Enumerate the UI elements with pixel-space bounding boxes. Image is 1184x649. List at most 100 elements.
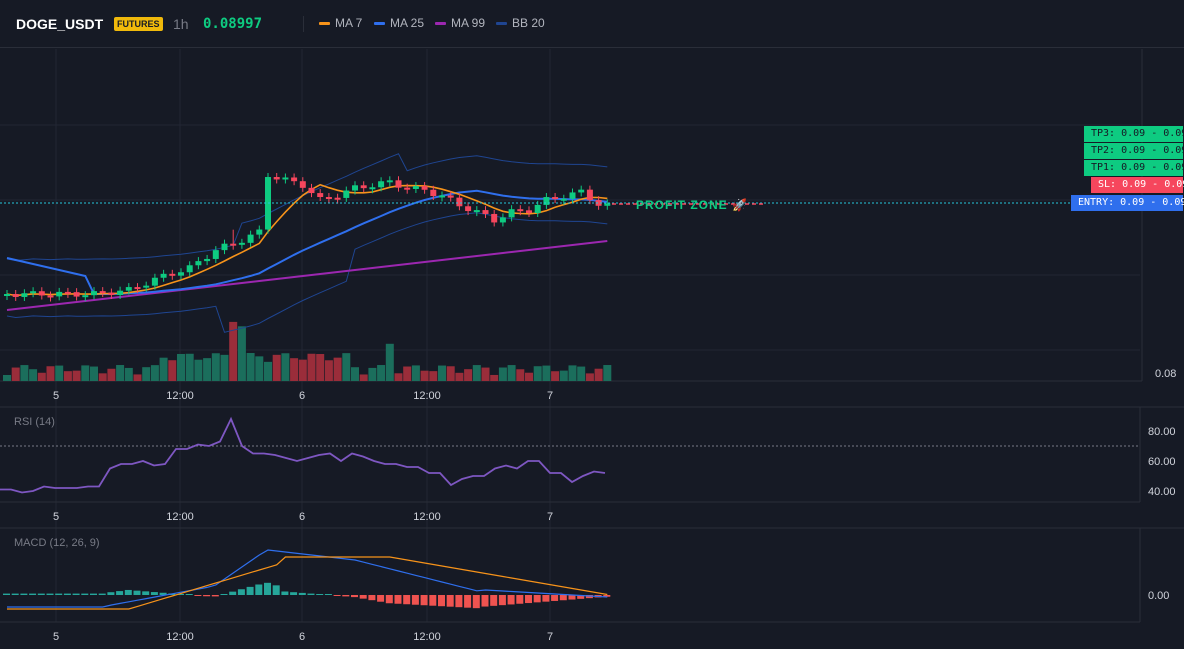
sl-level-badge[interactable]: SL: 0.09 - 0.09 bbox=[1091, 177, 1184, 193]
candle-body[interactable] bbox=[160, 273, 167, 278]
interval-selector[interactable]: 1h bbox=[173, 16, 189, 32]
candle-body[interactable] bbox=[343, 190, 350, 198]
volume-bar bbox=[307, 353, 316, 381]
candle-body[interactable] bbox=[578, 189, 585, 193]
volume-bar bbox=[159, 357, 168, 381]
candle-body[interactable] bbox=[325, 197, 332, 200]
legend-ma99[interactable]: MA 99 bbox=[435, 16, 485, 30]
candle-body[interactable] bbox=[47, 295, 54, 298]
candle-body[interactable] bbox=[204, 258, 211, 262]
candle-body[interactable] bbox=[526, 210, 532, 213]
candle-body[interactable] bbox=[134, 287, 141, 290]
candle-body[interactable] bbox=[508, 209, 515, 218]
volume-bar bbox=[281, 353, 290, 381]
candle-body[interactable] bbox=[534, 204, 541, 213]
macd-histogram-bar bbox=[142, 591, 150, 595]
candle-body[interactable] bbox=[482, 210, 489, 214]
candle-body[interactable] bbox=[82, 295, 89, 298]
volume-bar bbox=[29, 369, 38, 381]
candle-body[interactable] bbox=[378, 181, 385, 188]
candle-body[interactable] bbox=[12, 294, 19, 297]
candle-body[interactable] bbox=[395, 180, 402, 188]
candle-body[interactable] bbox=[38, 291, 45, 296]
legend-ma25[interactable]: MA 25 bbox=[374, 16, 424, 30]
tp1-level-badge[interactable]: TP1: 0.09 - 0.09 bbox=[1084, 160, 1184, 176]
candle-body[interactable] bbox=[308, 187, 315, 194]
candle-body[interactable] bbox=[499, 217, 506, 223]
candle-body[interactable] bbox=[404, 187, 411, 190]
macd-histogram-bar bbox=[533, 595, 541, 603]
time-label: 12:00 bbox=[166, 390, 194, 402]
candle-body[interactable] bbox=[230, 243, 237, 246]
candle-body[interactable] bbox=[369, 187, 376, 190]
candle-body[interactable] bbox=[491, 213, 498, 223]
candle-body[interactable] bbox=[282, 177, 289, 180]
candle-body[interactable] bbox=[334, 197, 341, 200]
macd-histogram-bar bbox=[11, 593, 19, 595]
candle-body[interactable] bbox=[421, 186, 428, 190]
candle-body[interactable] bbox=[151, 277, 158, 286]
candle-body[interactable] bbox=[4, 294, 10, 296]
macd-histogram-bar bbox=[542, 595, 550, 602]
candle-body[interactable] bbox=[117, 290, 124, 295]
candle-body[interactable] bbox=[412, 186, 419, 189]
candle-body[interactable] bbox=[221, 243, 228, 251]
candle-body[interactable] bbox=[108, 292, 115, 295]
candle-body[interactable] bbox=[569, 192, 576, 199]
candle-body[interactable] bbox=[543, 197, 550, 205]
candle-body[interactable] bbox=[247, 234, 254, 243]
time-label: 7 bbox=[547, 511, 553, 523]
candle-body[interactable] bbox=[360, 185, 367, 189]
header-divider bbox=[303, 16, 304, 32]
candle-body[interactable] bbox=[30, 291, 37, 294]
candle-body[interactable] bbox=[273, 177, 280, 180]
entry-level-badge[interactable]: ENTRY: 0.09 - 0.09 bbox=[1071, 195, 1184, 211]
candle-body[interactable] bbox=[291, 177, 298, 182]
symbol-name[interactable]: DOGE_USDT bbox=[16, 16, 104, 32]
candle-body[interactable] bbox=[195, 261, 202, 266]
macd-histogram-bar bbox=[359, 595, 367, 599]
candle-body[interactable] bbox=[64, 291, 71, 294]
macd-histogram-bar bbox=[307, 593, 315, 595]
candle-body[interactable] bbox=[560, 198, 567, 201]
legend-ma7[interactable]: MA 7 bbox=[319, 16, 362, 30]
candle-body[interactable] bbox=[21, 293, 28, 297]
candle-body[interactable] bbox=[317, 193, 324, 198]
candle-body[interactable] bbox=[73, 292, 80, 297]
candle-body[interactable] bbox=[517, 209, 524, 212]
candle-body[interactable] bbox=[56, 291, 63, 297]
candle-body[interactable] bbox=[256, 229, 263, 235]
candle-body[interactable] bbox=[473, 210, 480, 213]
tp3-level-badge[interactable]: TP3: 0.09 - 0.09 bbox=[1084, 126, 1184, 142]
candle-body[interactable] bbox=[465, 206, 472, 212]
macd-histogram-bar bbox=[55, 593, 63, 595]
candle-body[interactable] bbox=[299, 181, 306, 188]
candle-body[interactable] bbox=[456, 197, 463, 207]
candle-body[interactable] bbox=[352, 185, 358, 191]
candle-body[interactable] bbox=[439, 195, 445, 198]
candle-body[interactable] bbox=[186, 265, 193, 273]
candle-body[interactable] bbox=[99, 291, 106, 294]
candle-body[interactable] bbox=[386, 180, 393, 183]
candle-body[interactable] bbox=[238, 242, 245, 245]
tp2-level-badge[interactable]: TP2: 0.09 - 0.09 bbox=[1084, 143, 1184, 159]
candle-body[interactable] bbox=[178, 272, 184, 276]
candle-body[interactable] bbox=[447, 195, 454, 198]
candle-body[interactable] bbox=[125, 287, 132, 291]
candle-body[interactable] bbox=[604, 203, 611, 206]
volume-bar bbox=[446, 366, 455, 381]
candle-body[interactable] bbox=[91, 291, 97, 296]
volume-bar bbox=[377, 365, 386, 381]
market-type-badge: FUTURES bbox=[114, 17, 163, 31]
candle-body[interactable] bbox=[586, 189, 593, 201]
volume-bar bbox=[290, 358, 299, 381]
candle-body[interactable] bbox=[169, 273, 176, 276]
volume-bar bbox=[272, 354, 281, 381]
candle-body[interactable] bbox=[143, 285, 150, 288]
candle-body[interactable] bbox=[552, 197, 559, 200]
candle-body[interactable] bbox=[212, 250, 219, 259]
candle-body[interactable] bbox=[595, 200, 602, 206]
legend-bb20[interactable]: BB 20 bbox=[496, 16, 545, 30]
candle-body[interactable] bbox=[430, 189, 437, 196]
